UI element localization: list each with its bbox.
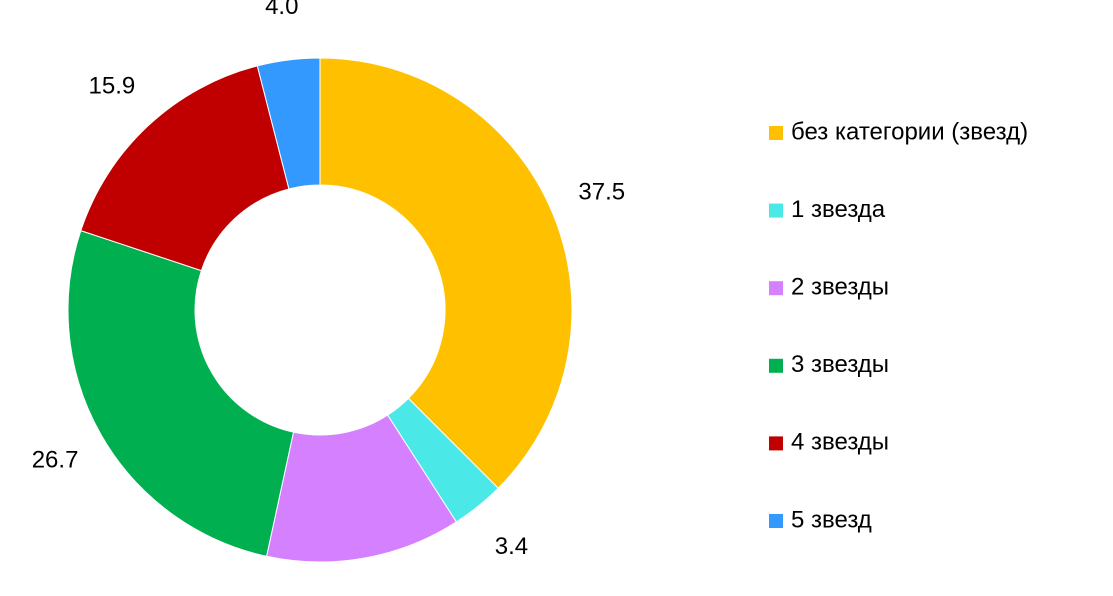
legend-label: 3 звезды (791, 351, 889, 378)
legend-label: 2 звезды (791, 274, 889, 301)
legend-swatch (769, 281, 783, 296)
legend-label: 1 звезда (791, 196, 886, 223)
legend-label: 4 звезды (791, 429, 889, 456)
data-label: 4.0 (265, 0, 298, 20)
legend-swatch (769, 514, 783, 528)
slice (80, 65, 290, 272)
legend-swatch (769, 358, 783, 373)
legend-swatch (769, 203, 783, 218)
data-label: 37.5 (578, 179, 625, 206)
slice (256, 57, 321, 190)
data-label: 26.7 (32, 446, 79, 473)
slice (67, 229, 295, 557)
slice (319, 57, 573, 489)
legend-label: без категории (звезд) (791, 118, 1028, 145)
legend-swatch (769, 126, 783, 140)
legend-label: 5 звезд (791, 506, 872, 533)
data-label: 3.4 (495, 533, 528, 560)
data-label: 15.9 (89, 72, 136, 99)
legend-swatch (769, 436, 783, 451)
